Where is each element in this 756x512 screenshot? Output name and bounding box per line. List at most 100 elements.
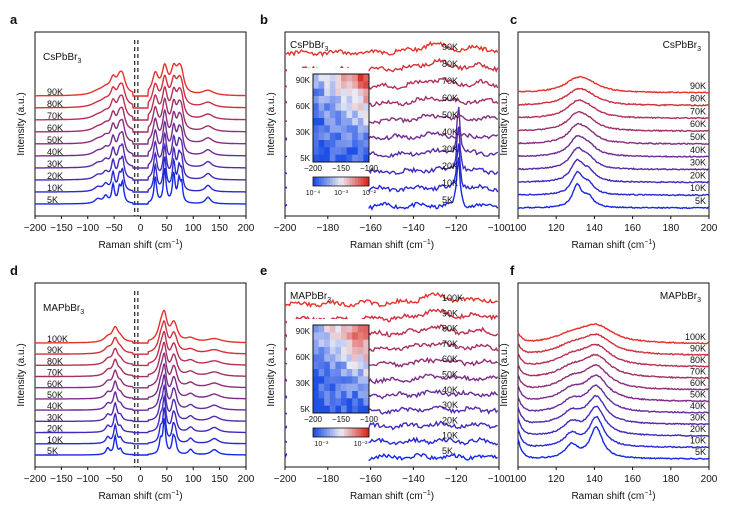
heatmap-cell (341, 361, 347, 370)
temperature-label: 10K (690, 436, 706, 446)
heatmap-cell (346, 154, 353, 163)
series-100K (284, 291, 498, 308)
heatmap-cell (324, 140, 331, 148)
heatmap-cell (352, 74, 359, 82)
heatmap-cell (346, 398, 353, 406)
heatmap-cell (324, 132, 331, 141)
x-tick-label: −160 (359, 223, 382, 234)
sample-name: MAPbBr (290, 291, 328, 302)
colorbar-segment (349, 428, 353, 437)
heatmap-cell (324, 88, 331, 97)
colorbar-segment (363, 428, 367, 437)
x-tick-label: −180 (317, 223, 340, 234)
panel-letter: c (510, 12, 517, 27)
heatmap-cell (341, 81, 347, 89)
series-90K (35, 320, 247, 355)
series-90K (517, 75, 710, 94)
x-tick-label: 180 (662, 223, 679, 234)
heatmap-cell (335, 398, 342, 406)
sample-name: CsPbBr (43, 52, 78, 63)
x-tick-label: −200 (24, 474, 47, 485)
heatmap-cell (357, 154, 364, 163)
heatmap-cell (352, 140, 359, 148)
heatmap-cell (329, 347, 336, 355)
x-tick-label: −120 (445, 223, 468, 234)
heatmap-cell (329, 132, 336, 141)
x-tick-label: −120 (445, 474, 468, 485)
inset-x-tick: −200 (304, 164, 323, 173)
temperature-label: 70K (442, 339, 458, 349)
heatmap-cell (329, 118, 336, 126)
heatmap-cell (324, 405, 331, 414)
heatmap-cell (357, 88, 364, 97)
colorbar-tick: 10⁻² (354, 441, 368, 448)
temperature-label: 60K (690, 378, 706, 388)
heatmap-cell (363, 96, 370, 104)
heatmap-cell (329, 147, 336, 155)
x-axis-label-end: ) (652, 240, 655, 251)
sample-subscript: 3 (77, 58, 81, 65)
heatmap-cell (346, 103, 353, 111)
heatmap-cell (346, 132, 353, 141)
heatmap-cell (318, 147, 325, 155)
series-20K (517, 158, 710, 184)
heatmap-cell (329, 125, 336, 133)
temperature-label: 90K (47, 87, 63, 97)
temperature-label: 80K (442, 324, 458, 334)
series-40K (35, 120, 246, 157)
colorbar-segment (321, 428, 325, 437)
x-tick-label: −150 (50, 223, 73, 234)
temperature-label: 5K (442, 446, 453, 456)
series-5K (35, 167, 246, 205)
temperature-label: 90K (442, 42, 458, 52)
heatmap-cell (329, 81, 336, 89)
heatmap-cell (346, 383, 353, 392)
inset-frame (312, 324, 370, 414)
x-axis-label-sup: −1 (423, 239, 431, 246)
heatmap-cell (346, 391, 353, 399)
panel-letter: d (10, 263, 18, 278)
x-axis-label: Raman shift (cm−1) (571, 490, 655, 502)
heatmap-cell (357, 81, 364, 89)
heatmap-cell (352, 376, 359, 384)
heatmap-cell (335, 81, 342, 89)
heatmap-cell (318, 376, 325, 384)
heatmap-cell (313, 398, 319, 406)
x-axis-label: Raman shift (cm−1) (98, 239, 182, 251)
heatmap-cell (357, 103, 364, 111)
heatmap-cell (329, 376, 336, 384)
heatmap-cell (324, 376, 331, 384)
temperature-label: 30K (47, 412, 63, 422)
heatmap-cell (363, 369, 370, 377)
series-40K (517, 384, 710, 414)
temperature-label: 60K (47, 379, 63, 389)
heatmap-cell (363, 376, 370, 384)
y-axis-label: Intensity (a.u.) (16, 92, 27, 155)
heatmap-cell (341, 391, 347, 399)
heatmap-cell (313, 88, 319, 97)
series-50K (517, 374, 710, 403)
heatmap-cell (324, 118, 331, 126)
series-50K (517, 122, 710, 146)
heatmap-cell (363, 125, 370, 133)
heatmap-cell (341, 74, 347, 82)
heatmap-cell (363, 398, 370, 406)
heatmap-cell (318, 110, 325, 119)
heatmap-cell (335, 125, 342, 133)
heatmap-cell (352, 391, 359, 399)
heatmap-cell (346, 125, 353, 133)
temperature-label: 5K (47, 446, 58, 456)
heatmap-cell (313, 332, 319, 340)
heatmap-cell (352, 103, 359, 111)
heatmap-cell (341, 369, 347, 377)
heatmap-cell (346, 140, 353, 148)
x-tick-label: 150 (211, 223, 228, 234)
sample-label: CsPbBr3 (43, 52, 81, 65)
colorbar-segment (315, 428, 319, 437)
temperature-label: 30K (690, 413, 706, 423)
heatmap-cell (346, 88, 353, 97)
panel-f: f 100 120 140 160 180 200 Raman shift (cm−1) Int… (499, 263, 718, 502)
heatmap-cell (341, 354, 347, 362)
colorbar-segment (346, 177, 350, 186)
